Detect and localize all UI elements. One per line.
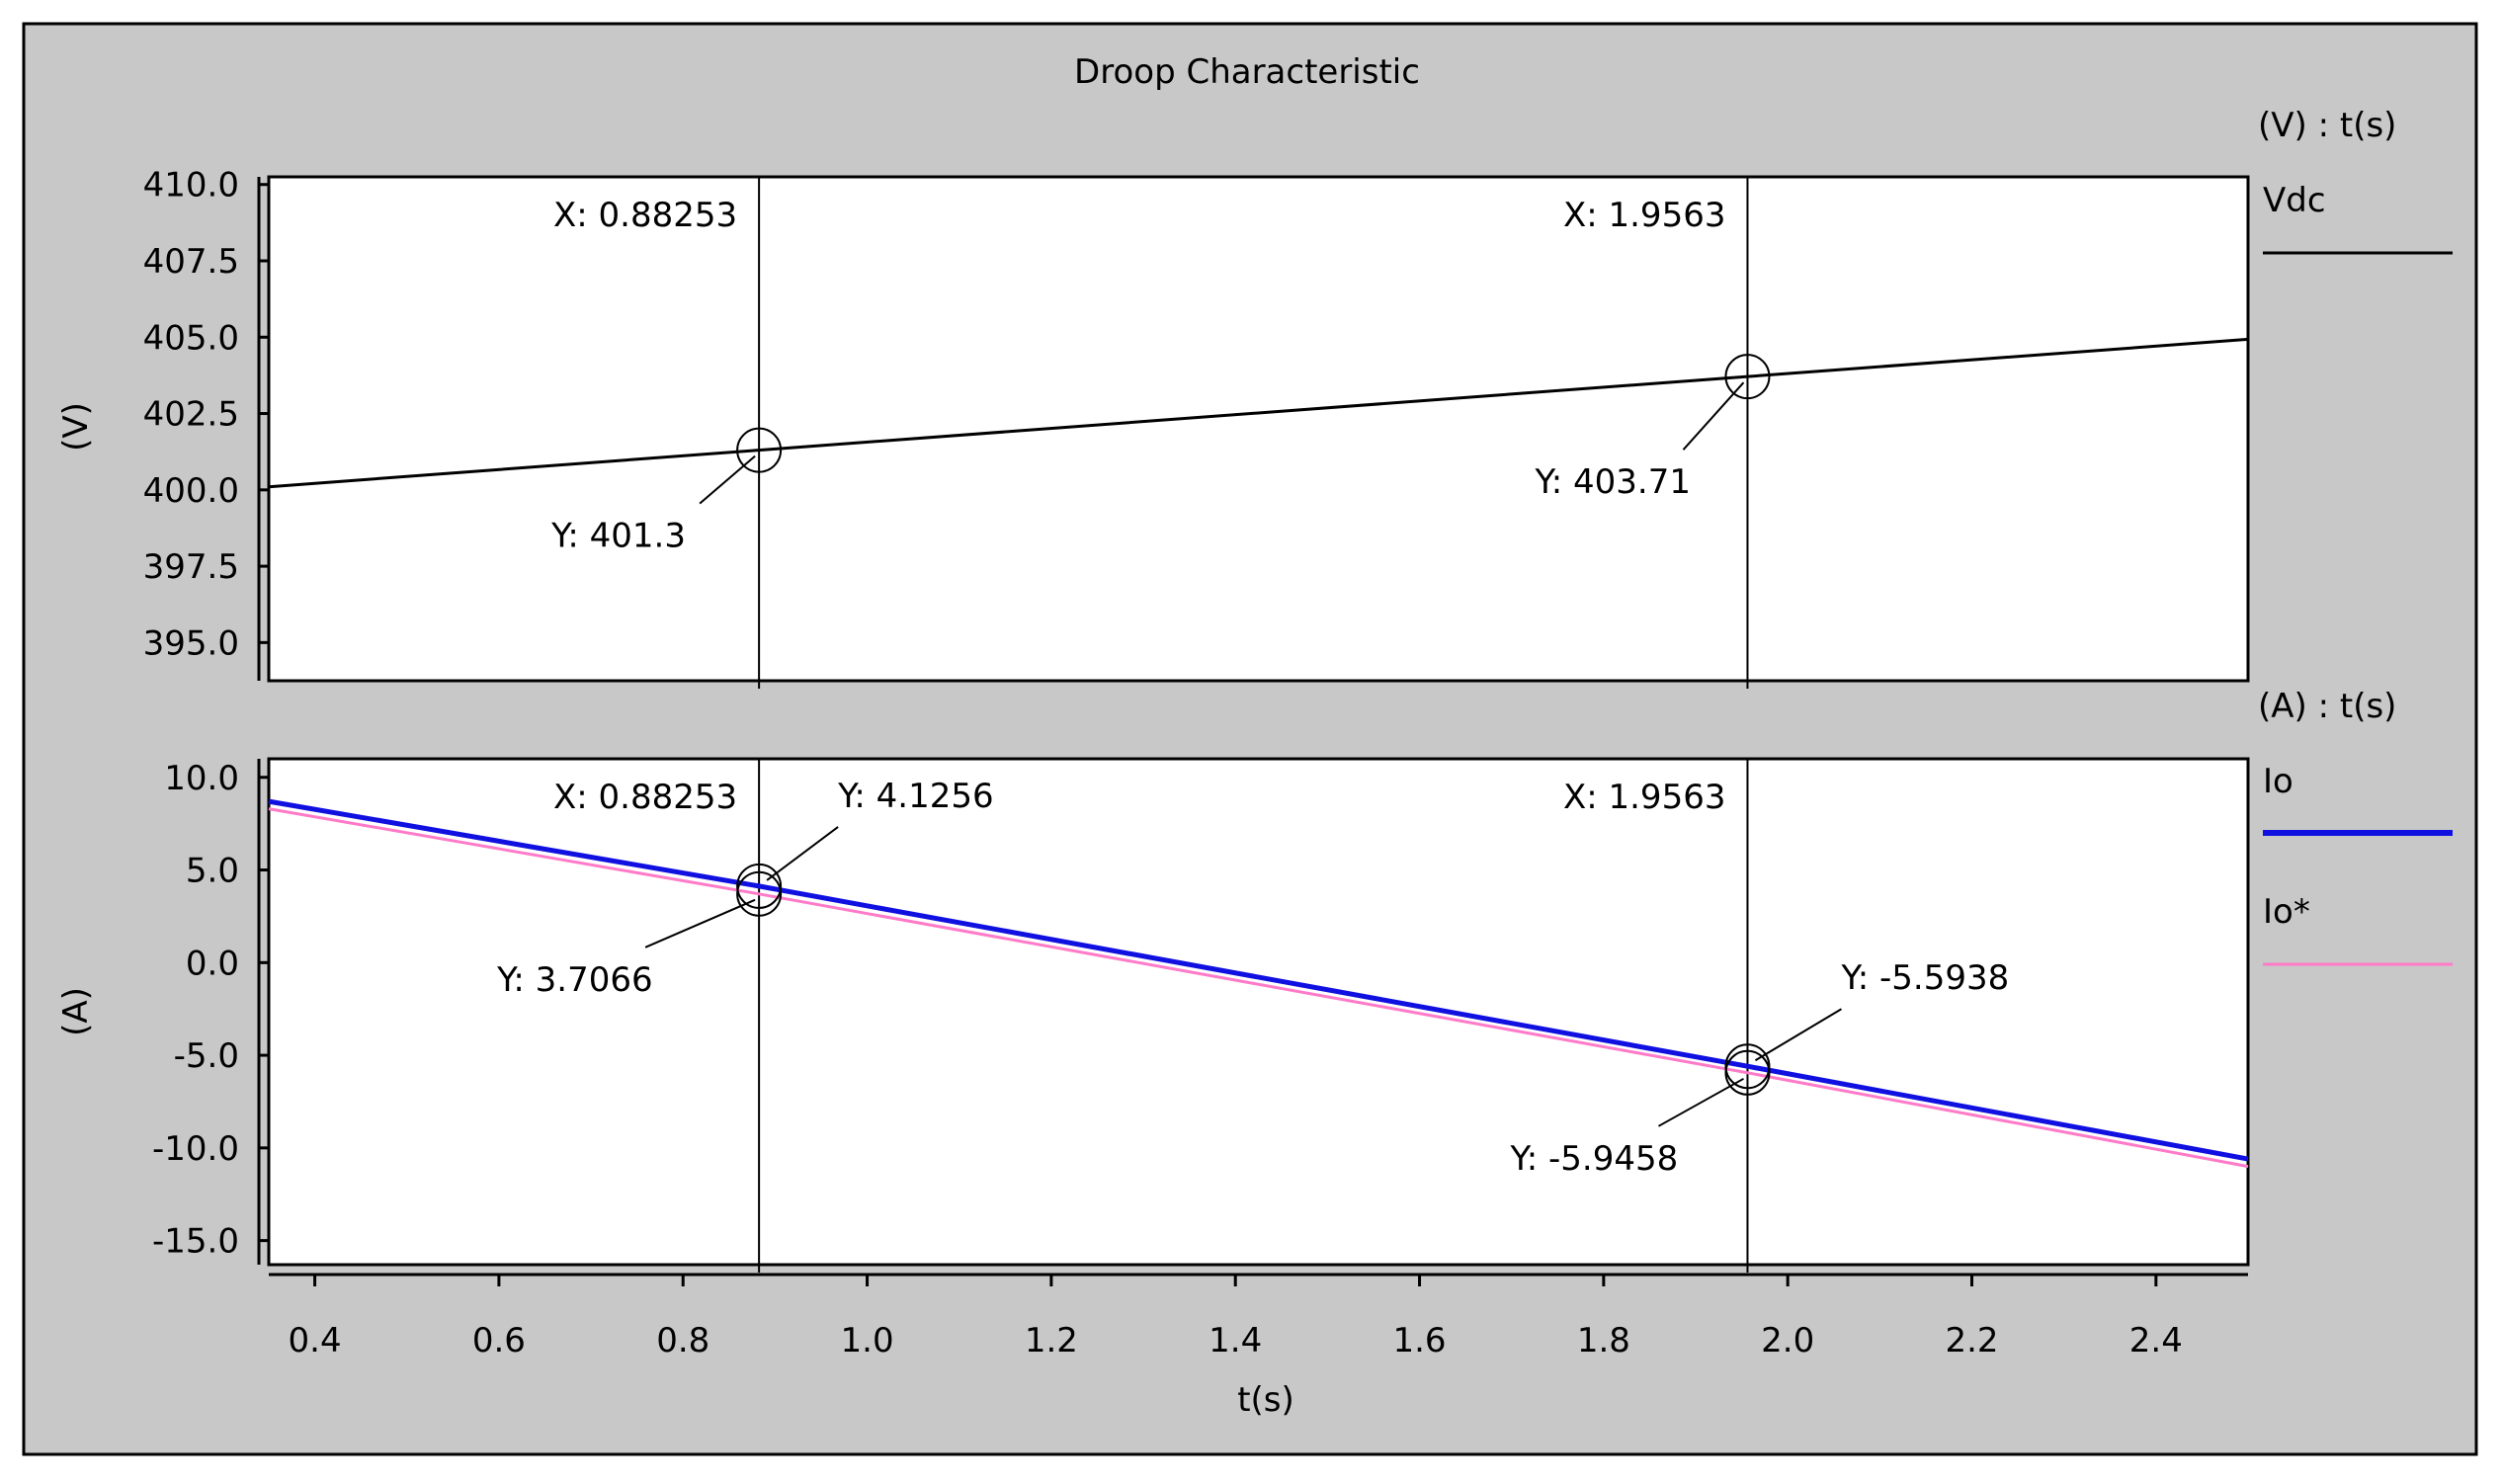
top-legend-header: (V) : t(s) — [2258, 106, 2396, 145]
series-line-io-ref — [268, 807, 2249, 1169]
cursor-x-label: X: 0.88253 — [553, 778, 737, 817]
y-tick-label: 400.0 — [143, 471, 239, 511]
y-tick-label: 5.0 — [186, 852, 239, 891]
cursor-y-label: Y: -5.9458 — [1509, 1139, 1678, 1179]
legend-label-io-ref: Io* — [2263, 892, 2310, 932]
y-tick-label: 395.0 — [143, 623, 239, 663]
x-tick-label: 0.8 — [656, 1321, 709, 1360]
x-axis-label: t(s) — [1237, 1380, 1294, 1420]
cursor-marker — [1724, 1049, 1771, 1096]
cursor-x-label: X: 1.9563 — [1563, 778, 1726, 817]
x-tick-label: 1.8 — [1577, 1321, 1630, 1360]
chart-title: Droop Characteristic — [1074, 52, 1420, 92]
cursor-marker — [736, 863, 783, 909]
legend-label-vdc: Vdc — [2263, 181, 2326, 220]
series-line-vdc — [268, 337, 2249, 489]
cursor-marker — [736, 870, 783, 917]
x-tick-label: 2.0 — [1761, 1321, 1814, 1360]
y-tick-label: -15.0 — [152, 1222, 239, 1262]
top-series — [268, 337, 2249, 489]
top-plot-area — [267, 175, 2250, 683]
series-line-io — [268, 798, 2249, 1162]
legend-label-io: Io — [2263, 762, 2293, 801]
y-tick-label: 405.0 — [143, 318, 239, 358]
x-tick-label: 0.4 — [289, 1321, 342, 1360]
cursor-arrow — [699, 454, 756, 505]
y-tick-label: 0.0 — [186, 944, 239, 983]
cursor-marker — [736, 427, 783, 473]
top-cursors: X: 0.88253 X: 1.9563 — [553, 177, 1749, 689]
y-tick-label: 397.5 — [143, 547, 239, 587]
x-tick-label: 2.4 — [2129, 1321, 2183, 1360]
y-tick-label: 407.5 — [143, 242, 239, 282]
y-tick-label: 410.0 — [143, 166, 239, 206]
cursor-y-label: Y: 4.1256 — [837, 777, 993, 816]
cursor-x-label: X: 1.9563 — [1563, 196, 1726, 235]
x-tick-label: 2.2 — [1945, 1321, 1998, 1360]
bottom-y-axis: -15.0 -10.0 -5.0 0.0 5.0 10.0 — [152, 759, 269, 1265]
bottom-legend-header: (A) : t(s) — [2258, 687, 2396, 726]
bottom-plot-area — [267, 757, 2250, 1267]
cursor-y-label: Y: -5.5938 — [1840, 958, 2009, 998]
cursor-arrow — [644, 898, 756, 948]
bottom-y-axis-label: (A) — [56, 987, 96, 1036]
top-y-axis: 395.0 397.5 400.0 402.5 405.0 407.5 410.0 — [143, 166, 269, 681]
top-y-axis-label: (V) — [56, 402, 96, 452]
y-tick-label: 10.0 — [164, 759, 239, 798]
bottom-series — [268, 798, 2249, 1169]
y-tick-label: -10.0 — [152, 1129, 239, 1169]
top-cursor-markers: Y: 401.3 Y: 403.71 — [550, 354, 1771, 556]
cursor-marker — [1724, 354, 1771, 400]
cursor-x-label: X: 0.88253 — [553, 196, 737, 235]
x-tick-label: 1.6 — [1392, 1321, 1446, 1360]
cursor-y-label: Y: 3.7066 — [496, 960, 652, 1000]
cursor-y-label: Y: 403.71 — [1534, 462, 1690, 502]
y-tick-label: 402.5 — [143, 395, 239, 435]
bottom-cursor-markers: Y: 4.1256 Y: 3.7066 Y: -5.5938 Y: -5.9458 — [496, 777, 2009, 1179]
bottom-cursors: X: 0.88253 X: 1.9563 — [553, 759, 1749, 1273]
x-tick-label: 1.0 — [841, 1321, 894, 1360]
x-tick-label: 0.6 — [472, 1321, 526, 1360]
x-tick-label: 1.2 — [1025, 1321, 1078, 1360]
cursor-arrow — [1682, 381, 1745, 451]
cursor-arrow — [1657, 1077, 1744, 1127]
cursor-arrow — [1754, 1008, 1842, 1062]
y-tick-label: -5.0 — [174, 1036, 239, 1076]
cursor-y-label: Y: 401.3 — [550, 517, 686, 556]
x-tick-label: 1.4 — [1209, 1321, 1262, 1360]
cursor-arrow — [766, 826, 839, 881]
x-axis: 0.4 0.6 0.8 1.0 1.2 1.4 1.6 1.8 2.0 2.2 2.4 — [269, 1273, 2248, 1360]
